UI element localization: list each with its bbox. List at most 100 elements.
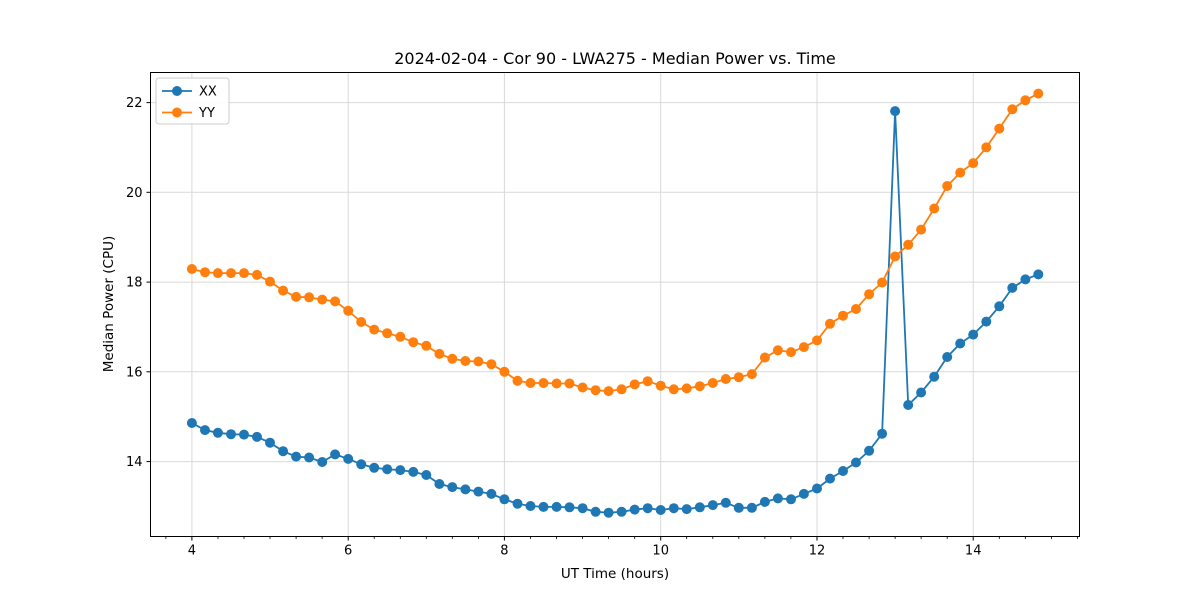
- data-point-yy: [851, 304, 861, 314]
- data-point-xx: [304, 452, 315, 463]
- data-point-xx: [890, 106, 901, 117]
- data-point-xx: [603, 507, 614, 518]
- data-point-xx: [538, 501, 549, 512]
- y-tick-label: 22: [126, 96, 143, 111]
- data-point-xx: [512, 498, 523, 509]
- data-point-xx: [212, 427, 223, 438]
- data-point-xx: [460, 484, 471, 495]
- data-point-xx: [1020, 274, 1031, 285]
- data-point-yy: [499, 366, 510, 377]
- data-point-yy: [212, 268, 223, 279]
- data-point-xx: [447, 482, 458, 493]
- data-point-yy: [720, 374, 731, 384]
- data-point-yy: [291, 291, 302, 302]
- data-point-xx: [733, 502, 744, 513]
- data-point-xx: [668, 503, 679, 514]
- data-point-yy: [369, 324, 380, 335]
- data-point-xx: [1007, 282, 1018, 293]
- data-point-xx: [395, 465, 406, 476]
- data-point-xx: [798, 488, 809, 499]
- data-point-xx: [681, 504, 692, 515]
- data-point-xx: [1033, 269, 1044, 280]
- data-point-xx: [838, 466, 848, 476]
- data-point-yy: [916, 224, 927, 235]
- data-point-xx: [226, 429, 236, 440]
- data-point-yy: [838, 310, 848, 321]
- data-point-xx: [564, 502, 575, 513]
- x-tick-label: 6: [344, 544, 352, 559]
- data-point-yy: [551, 378, 562, 389]
- data-point-yy: [825, 318, 835, 329]
- y-tick-label: 16: [126, 365, 143, 380]
- legend-box: [155, 77, 230, 125]
- data-point-xx: [759, 496, 770, 507]
- data-point-yy: [356, 317, 367, 327]
- data-point-yy: [655, 380, 666, 391]
- data-point-yy: [681, 383, 692, 394]
- legend-marker-sample: [172, 86, 182, 96]
- gridlines: [150, 72, 1080, 537]
- data-point-xx: [265, 437, 275, 448]
- data-point-yy: [694, 381, 705, 392]
- y-axis-label: Median Power (CPU): [101, 236, 117, 372]
- data-point-yy: [903, 239, 914, 250]
- data-point-yy: [447, 353, 458, 364]
- data-point-xx: [525, 501, 536, 511]
- data-point-yy: [395, 331, 406, 342]
- data-point-xx: [590, 506, 601, 517]
- data-point-yy: [330, 296, 341, 307]
- data-point-xx: [812, 483, 822, 494]
- data-point-xx: [239, 429, 249, 440]
- data-point-xx: [707, 500, 718, 511]
- data-point-xx: [825, 473, 835, 484]
- data-point-yy: [786, 347, 796, 358]
- data-point-xx: [473, 486, 484, 497]
- data-point-yy: [460, 356, 471, 366]
- data-point-xx: [186, 418, 197, 428]
- data-point-xx: [746, 502, 757, 513]
- data-point-yy: [812, 335, 822, 346]
- x-tick-label: 10: [652, 544, 669, 559]
- data-point-yy: [616, 384, 627, 395]
- data-point-xx: [772, 493, 783, 504]
- data-point-yy: [577, 382, 588, 393]
- data-point-xx: [916, 387, 927, 398]
- data-point-xx: [655, 505, 666, 515]
- data-point-yy: [304, 292, 315, 303]
- x-tick-label: 12: [809, 544, 826, 559]
- y-tick-label: 18: [126, 276, 143, 291]
- y-tick-label: 20: [126, 186, 143, 201]
- data-point-xx: [955, 338, 966, 349]
- tick-labels: 4 6 8 10 12 14 14 16 18 20 22: [126, 96, 982, 558]
- series-line-xx: [191, 111, 1039, 514]
- data-point-xx: [278, 446, 289, 457]
- data-point-yy: [252, 269, 262, 280]
- data-point-xx: [551, 501, 562, 512]
- data-point-yy: [877, 277, 888, 288]
- data-point-xx: [434, 479, 445, 489]
- data-point-xx: [942, 352, 953, 362]
- plot-border: [150, 72, 1080, 537]
- data-point-yy: [486, 359, 497, 370]
- data-point-yy: [343, 305, 354, 316]
- data-point-yy: [473, 356, 484, 367]
- series-lines: [186, 88, 1044, 518]
- data-point-xx: [343, 453, 354, 464]
- data-point-yy: [590, 385, 601, 396]
- data-point-yy: [538, 378, 549, 388]
- data-point-yy: [512, 375, 523, 386]
- data-point-yy: [525, 378, 536, 388]
- data-point-yy: [981, 142, 992, 153]
- data-point-xx: [252, 431, 262, 442]
- data-point-yy: [382, 328, 393, 339]
- data-point-xx: [486, 488, 497, 499]
- data-point-xx: [200, 425, 210, 436]
- x-tick-label: 4: [188, 544, 196, 559]
- data-point-yy: [668, 384, 679, 395]
- data-point-xx: [356, 459, 367, 470]
- data-point-yy: [746, 369, 757, 380]
- data-point-yy: [629, 379, 640, 390]
- data-point-yy: [864, 289, 875, 300]
- data-point-xx: [317, 457, 328, 467]
